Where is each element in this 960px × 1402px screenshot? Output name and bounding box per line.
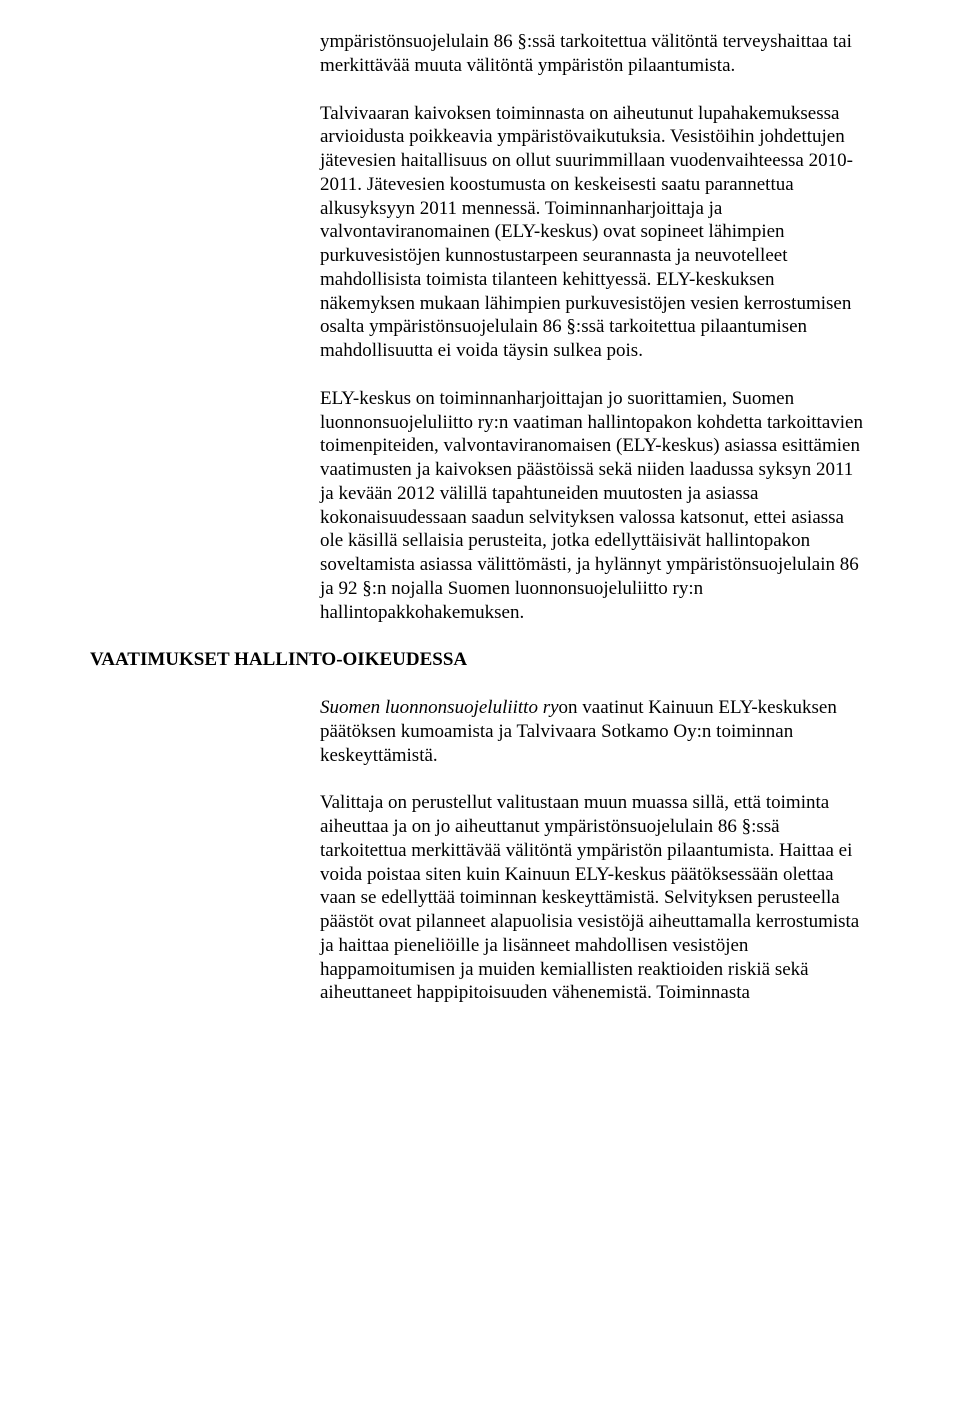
paragraph: Valittaja on perustellut valitustaan muu…: [320, 791, 870, 1005]
body-top-block: ympäristönsuojelulain 86 §:ssä tarkoitet…: [320, 30, 870, 624]
paragraph: Talvivaaran kaivoksen toiminnasta on aih…: [320, 102, 870, 363]
body-bottom-block: Suomen luonnonsuojeluliitto ryon vaatinu…: [320, 696, 870, 1005]
section-heading: VAATIMUKSET HALLINTO-OIKEUDESSA: [90, 648, 870, 672]
document-page: ympäristönsuojelulain 86 §:ssä tarkoitet…: [0, 0, 960, 1402]
paragraph: ympäristönsuojelulain 86 §:ssä tarkoitet…: [320, 30, 870, 78]
paragraph-with-italic-lead: Suomen luonnonsuojeluliitto ryon vaatinu…: [320, 696, 870, 767]
italic-lead: Suomen luonnonsuojeluliitto ry: [320, 697, 559, 718]
paragraph: ELY-keskus on toiminnanharjoittajan jo s…: [320, 387, 870, 625]
